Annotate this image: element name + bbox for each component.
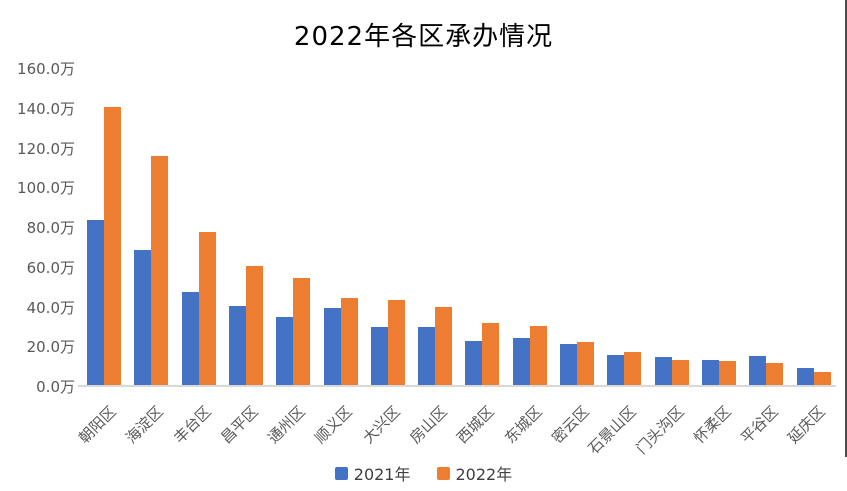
- bar: [387, 299, 405, 385]
- bar: [813, 372, 831, 385]
- y-axis-tick-label: 60.0万: [26, 258, 75, 277]
- x-axis-category-label: 大兴区: [358, 402, 404, 448]
- y-axis-tick-label: 0.0万: [36, 378, 75, 396]
- bar: [796, 368, 814, 385]
- bar: [323, 308, 341, 385]
- window-edge-line: [845, 0, 847, 457]
- bar: [701, 360, 719, 385]
- y-axis-tick-label: 140.0万: [17, 99, 75, 118]
- x-axis-category-label: 昌平区: [217, 402, 262, 448]
- legend-label-2022: 2022年: [455, 465, 513, 484]
- bar: [560, 344, 577, 385]
- x-axis-category-label: 东城区: [500, 402, 546, 448]
- y-axis-tick-label: 40.0万: [26, 298, 75, 317]
- bar: [245, 265, 263, 385]
- bar: [529, 326, 547, 385]
- bar: [749, 356, 767, 385]
- bar: [465, 341, 483, 385]
- x-axis-category-label: 海淀区: [122, 402, 168, 448]
- bar: [293, 277, 311, 385]
- bar: [181, 291, 199, 385]
- bar: [766, 363, 784, 385]
- bar: [654, 357, 672, 385]
- bar: [134, 249, 152, 385]
- y-axis-tick-label: 20.0万: [26, 338, 75, 357]
- bar: [340, 297, 358, 385]
- x-axis-category-label: 怀柔区: [690, 402, 735, 448]
- bar: [671, 360, 689, 385]
- x-axis-category-label: 房山区: [406, 402, 451, 448]
- legend-swatch-2021-icon: [334, 466, 348, 480]
- bar: [607, 355, 625, 385]
- bar: [624, 352, 642, 385]
- x-axis-line: [78, 385, 836, 387]
- x-axis-category-label: 通州区: [264, 402, 309, 448]
- x-axis-category-label: 丰台区: [169, 402, 215, 448]
- y-axis-tick-label: 100.0万: [17, 179, 75, 198]
- x-axis-category-label: 石景山区: [584, 402, 641, 458]
- bar: [718, 361, 736, 385]
- legend: 2021年 2022年: [0, 461, 847, 485]
- legend-label-2021: 2021年: [353, 465, 411, 484]
- bar: [276, 317, 294, 385]
- bar: [435, 307, 453, 385]
- legend-swatch-2022-icon: [436, 466, 450, 480]
- bar: [418, 327, 436, 385]
- x-axis-category-label: 门头沟区: [632, 402, 688, 458]
- y-axis-tick-label: 120.0万: [17, 139, 75, 158]
- x-axis-category-label: 朝阳区: [75, 402, 120, 448]
- x-axis-category-label: 顺义区: [311, 402, 357, 448]
- bar: [104, 106, 121, 385]
- y-axis-tick-label: 160.0万: [17, 60, 75, 78]
- x-axis-category-label: 西城区: [453, 402, 499, 448]
- bar: [512, 338, 530, 385]
- legend-item-2021: 2021年: [334, 461, 411, 485]
- bar: [228, 305, 246, 385]
- bar: [577, 342, 594, 385]
- bar: [198, 231, 216, 385]
- bar: [87, 220, 104, 385]
- bar: [482, 323, 500, 385]
- y-axis-tick-label: 80.0万: [26, 219, 75, 237]
- x-axis-category-label: 延庆区: [784, 402, 830, 448]
- chart-title: 2022年各区承办情况: [293, 22, 554, 52]
- bar: [370, 327, 388, 385]
- x-axis-category-label: 平谷区: [737, 402, 782, 448]
- legend-item-2022: 2022年: [436, 461, 513, 485]
- bar: [151, 156, 169, 385]
